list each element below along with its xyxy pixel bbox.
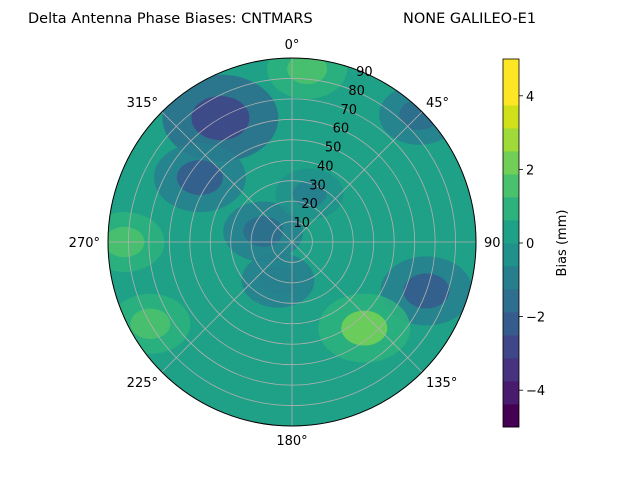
angular-tick-label-225: 225° xyxy=(127,376,158,391)
colorbar-tick-label-0: 0 xyxy=(526,237,534,252)
colorbar-tick-label-4: 4 xyxy=(526,90,534,105)
colorbar-band-9 xyxy=(503,197,519,221)
colorbar-band-8 xyxy=(503,220,519,244)
angular-gridline-225 xyxy=(161,241,293,373)
colorbar-band-7 xyxy=(503,243,519,267)
radial-tick-label-30: 30 xyxy=(309,178,326,193)
colorbar-band-4 xyxy=(503,312,519,336)
angular-tick-label-270: 270° xyxy=(69,236,100,251)
colorbar-band-3 xyxy=(503,335,519,359)
radial-tick-label-60: 60 xyxy=(333,122,350,137)
radial-tick-label-80: 80 xyxy=(348,84,365,99)
contour-core-3 xyxy=(243,216,284,247)
angular-gridline-315 xyxy=(161,111,293,243)
angular-tick-label-90: 90 xyxy=(484,236,501,251)
radial-tick-label-20: 20 xyxy=(301,197,318,212)
contour-core-1 xyxy=(176,160,223,195)
colorbar-tick-label--4: −4 xyxy=(526,384,545,399)
contour-core-4 xyxy=(292,181,327,207)
angular-gridline-45 xyxy=(291,111,423,243)
radial-tick-labels: 10 20 30 40 50 60 70 80 90 xyxy=(294,65,373,231)
colorbar-band-6 xyxy=(503,266,519,290)
colorbar-band-14 xyxy=(503,82,519,106)
colorbar-band-2 xyxy=(503,358,519,382)
colorbar-tick-label--2: −2 xyxy=(526,311,545,326)
angular-tick-labels: 0° 45° 90 135° 180° 225° 270° 315° xyxy=(69,38,501,449)
colorbar-band-10 xyxy=(503,174,519,198)
colorbar-band-15 xyxy=(503,59,519,83)
angular-tick-label-0: 0° xyxy=(285,38,300,53)
colorbar-band-13 xyxy=(503,105,519,129)
contour-core-8 xyxy=(341,310,388,346)
chart-title: Delta Antenna Phase Biases: CNTMARS xyxy=(28,11,313,27)
radial-tick-label-40: 40 xyxy=(317,159,334,174)
colorbar-band-12 xyxy=(503,128,519,152)
colorbar-band-11 xyxy=(503,151,519,175)
contour-core-9 xyxy=(287,58,328,85)
chart-subtitle: NONE GALILEO-E1 xyxy=(403,11,536,27)
angular-gridline-135 xyxy=(291,241,423,373)
radial-tick-label-70: 70 xyxy=(341,103,358,118)
colorbar-tick-label-2: 2 xyxy=(526,163,534,178)
colorbar-band-1 xyxy=(503,381,519,405)
angular-tick-label-135: 135° xyxy=(426,376,457,391)
colorbar: −4 −2 0 2 4 xyxy=(502,58,545,428)
colorbar-band-0 xyxy=(503,404,519,428)
colorbar-label: Bias (mm) xyxy=(555,210,570,277)
polar-grid xyxy=(107,57,477,427)
angular-tick-label-180: 180° xyxy=(276,434,307,449)
radial-tick-label-50: 50 xyxy=(325,141,342,156)
radial-tick-label-10: 10 xyxy=(294,216,311,231)
colorbar-band-5 xyxy=(503,289,519,313)
angular-tick-label-45: 45° xyxy=(426,96,449,111)
radial-tick-label-90: 90 xyxy=(356,65,373,80)
polar-outline xyxy=(107,57,477,427)
angular-tick-label-315: 315° xyxy=(127,96,158,111)
